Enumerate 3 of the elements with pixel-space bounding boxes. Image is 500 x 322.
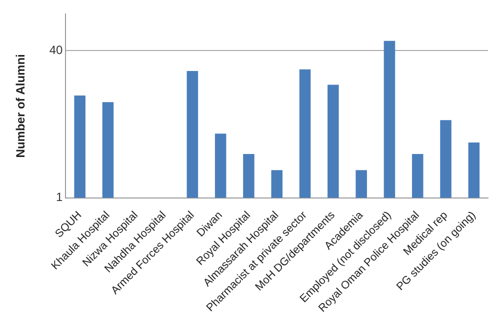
y-tick-label: 1: [56, 190, 64, 204]
y-tick-label: 40: [49, 42, 64, 57]
y-axis-title: Number of Alumni: [14, 54, 28, 158]
